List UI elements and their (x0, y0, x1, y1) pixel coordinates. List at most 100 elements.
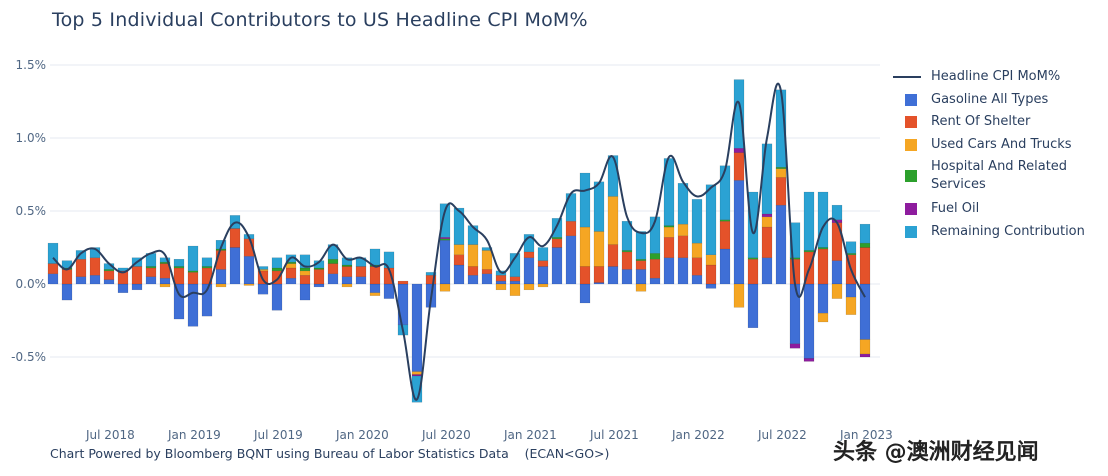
bar-segment-gasoline-all-types[interactable] (173, 283, 185, 320)
bar-segment-hospital-and-related-services[interactable] (271, 267, 283, 272)
bar-segment-remaining-contribution[interactable] (593, 181, 605, 232)
bar-segment-remaining-contribution[interactable] (705, 184, 717, 256)
bar-segment-remaining-contribution[interactable] (551, 218, 563, 238)
bar-segment-remaining-contribution[interactable] (817, 191, 829, 248)
bar-segment-remaining-contribution[interactable] (845, 241, 857, 254)
bar-segment-remaining-contribution[interactable] (481, 247, 493, 251)
bar-segment-rent-of-shelter[interactable] (649, 258, 661, 279)
bar-segment-remaining-contribution[interactable] (537, 247, 549, 261)
bar-segment-gasoline-all-types[interactable] (607, 266, 619, 285)
bar-segment-gasoline-all-types[interactable] (397, 283, 409, 326)
bar-segment-remaining-contribution[interactable] (453, 207, 465, 245)
bar-segment-used-cars-and-trucks[interactable] (593, 231, 605, 267)
bar-segment-used-cars-and-trucks[interactable] (243, 283, 255, 286)
bar-segment-used-cars-and-trucks[interactable] (411, 371, 423, 375)
bar-segment-gasoline-all-types[interactable] (145, 276, 157, 285)
bar-segment-gasoline-all-types[interactable] (47, 273, 59, 285)
bar-segment-gasoline-all-types[interactable] (355, 276, 367, 285)
bar-segment-rent-of-shelter[interactable] (61, 269, 73, 285)
bar-segment-remaining-contribution[interactable] (173, 258, 185, 267)
legend-item-fuel-oil[interactable]: Fuel Oil (893, 200, 1106, 223)
bar-segment-fuel-oil[interactable] (803, 358, 815, 362)
bar-segment-rent-of-shelter[interactable] (537, 260, 549, 267)
bar-segment-rent-of-shelter[interactable] (369, 266, 381, 285)
bar-segment-used-cars-and-trucks[interactable] (467, 244, 479, 267)
legend-item-gasoline[interactable]: Gasoline All Types (893, 91, 1106, 114)
bar-segment-gasoline-all-types[interactable] (159, 277, 171, 285)
bar-segment-remaining-contribution[interactable] (75, 250, 87, 260)
bar-segment-rent-of-shelter[interactable] (355, 266, 367, 277)
bar-segment-gasoline-all-types[interactable] (719, 248, 731, 285)
bar-segment-used-cars-and-trucks[interactable] (495, 283, 507, 291)
bar-segment-gasoline-all-types[interactable] (775, 204, 787, 285)
legend-item-headline[interactable]: Headline CPI MoM% (893, 68, 1106, 91)
bar-segment-gasoline-all-types[interactable] (243, 256, 255, 285)
bar-segment-hospital-and-related-services[interactable] (663, 225, 675, 228)
bar-segment-rent-of-shelter[interactable] (75, 258, 87, 277)
bar-segment-used-cars-and-trucks[interactable] (677, 223, 689, 237)
bar-segment-gasoline-all-types[interactable] (369, 283, 381, 293)
bar-segment-gasoline-all-types[interactable] (663, 257, 675, 285)
bar-segment-rent-of-shelter[interactable] (761, 226, 773, 258)
bar-segment-hospital-and-related-services[interactable] (859, 242, 871, 248)
bar-segment-rent-of-shelter[interactable] (509, 276, 521, 282)
bar-segment-remaining-contribution[interactable] (859, 223, 871, 244)
bar-segment-used-cars-and-trucks[interactable] (523, 283, 535, 291)
bar-segment-remaining-contribution[interactable] (649, 216, 661, 254)
bar-segment-used-cars-and-trucks[interactable] (299, 270, 311, 276)
bar-segment-hospital-and-related-services[interactable] (775, 166, 787, 169)
bar-segment-used-cars-and-trucks[interactable] (607, 196, 619, 245)
legend-item-used-cars[interactable]: Used Cars And Trucks (893, 136, 1106, 159)
bar-segment-used-cars-and-trucks[interactable] (859, 339, 871, 355)
bar-segment-remaining-contribution[interactable] (691, 199, 703, 244)
bar-segment-used-cars-and-trucks[interactable] (733, 283, 745, 308)
bar-segment-gasoline-all-types[interactable] (593, 282, 605, 285)
bar-segment-hospital-and-related-services[interactable] (649, 253, 661, 260)
bar-segment-remaining-contribution[interactable] (747, 191, 759, 258)
bar-segment-used-cars-and-trucks[interactable] (369, 292, 381, 296)
bar-segment-remaining-contribution[interactable] (677, 183, 689, 225)
bar-segment-gasoline-all-types[interactable] (131, 283, 143, 291)
legend-item-hospital[interactable]: Hospital And Related Services (893, 158, 1106, 200)
bar-segment-remaining-contribution[interactable] (369, 248, 381, 266)
bar-segment-remaining-contribution[interactable] (299, 254, 311, 269)
bar-segment-rent-of-shelter[interactable] (817, 248, 829, 285)
bar-segment-gasoline-all-types[interactable] (537, 266, 549, 285)
bar-segment-used-cars-and-trucks[interactable] (817, 313, 829, 323)
bar-segment-remaining-contribution[interactable] (719, 165, 731, 220)
bar-segment-used-cars-and-trucks[interactable] (831, 283, 843, 299)
bar-segment-rent-of-shelter[interactable] (719, 221, 731, 250)
bar-segment-gasoline-all-types[interactable] (341, 276, 353, 285)
bar-segment-used-cars-and-trucks[interactable] (439, 283, 451, 292)
bar-segment-rent-of-shelter[interactable] (327, 263, 339, 274)
bar-segment-fuel-oil[interactable] (439, 237, 451, 239)
bar-segment-used-cars-and-trucks[interactable] (635, 283, 647, 292)
bar-segment-remaining-contribution[interactable] (159, 257, 171, 263)
bar-segment-rent-of-shelter[interactable] (593, 266, 605, 283)
bar-segment-rent-of-shelter[interactable] (565, 221, 577, 237)
bar-segment-gasoline-all-types[interactable] (103, 279, 115, 285)
bar-segment-remaining-contribution[interactable] (425, 272, 437, 276)
bar-segment-used-cars-and-trucks[interactable] (663, 226, 675, 238)
bar-segment-fuel-oil[interactable] (859, 353, 871, 358)
bar-segment-gasoline-all-types[interactable] (761, 257, 773, 285)
bar-segment-rent-of-shelter[interactable] (691, 257, 703, 276)
bar-segment-rent-of-shelter[interactable] (677, 235, 689, 258)
bar-segment-remaining-contribution[interactable] (761, 143, 773, 215)
bar-segment-remaining-contribution[interactable] (803, 191, 815, 251)
bar-segment-remaining-contribution[interactable] (789, 222, 801, 258)
bar-segment-hospital-and-related-services[interactable] (187, 270, 199, 273)
bar-segment-remaining-contribution[interactable] (579, 172, 591, 228)
bar-segment-gasoline-all-types[interactable] (551, 247, 563, 285)
bar-segment-remaining-contribution[interactable] (271, 257, 283, 269)
bar-segment-gasoline-all-types[interactable] (61, 283, 73, 301)
bar-segment-gasoline-all-types[interactable] (285, 277, 297, 285)
bar-segment-hospital-and-related-services[interactable] (103, 269, 115, 272)
bar-segment-rent-of-shelter[interactable] (89, 257, 101, 276)
bar-segment-gasoline-all-types[interactable] (831, 260, 843, 285)
bar-segment-used-cars-and-trucks[interactable] (453, 244, 465, 256)
bar-segment-gasoline-all-types[interactable] (299, 283, 311, 301)
bar-segment-remaining-contribution[interactable] (607, 155, 619, 197)
bar-segment-gasoline-all-types[interactable] (439, 239, 451, 285)
bar-segment-rent-of-shelter[interactable] (187, 272, 199, 285)
